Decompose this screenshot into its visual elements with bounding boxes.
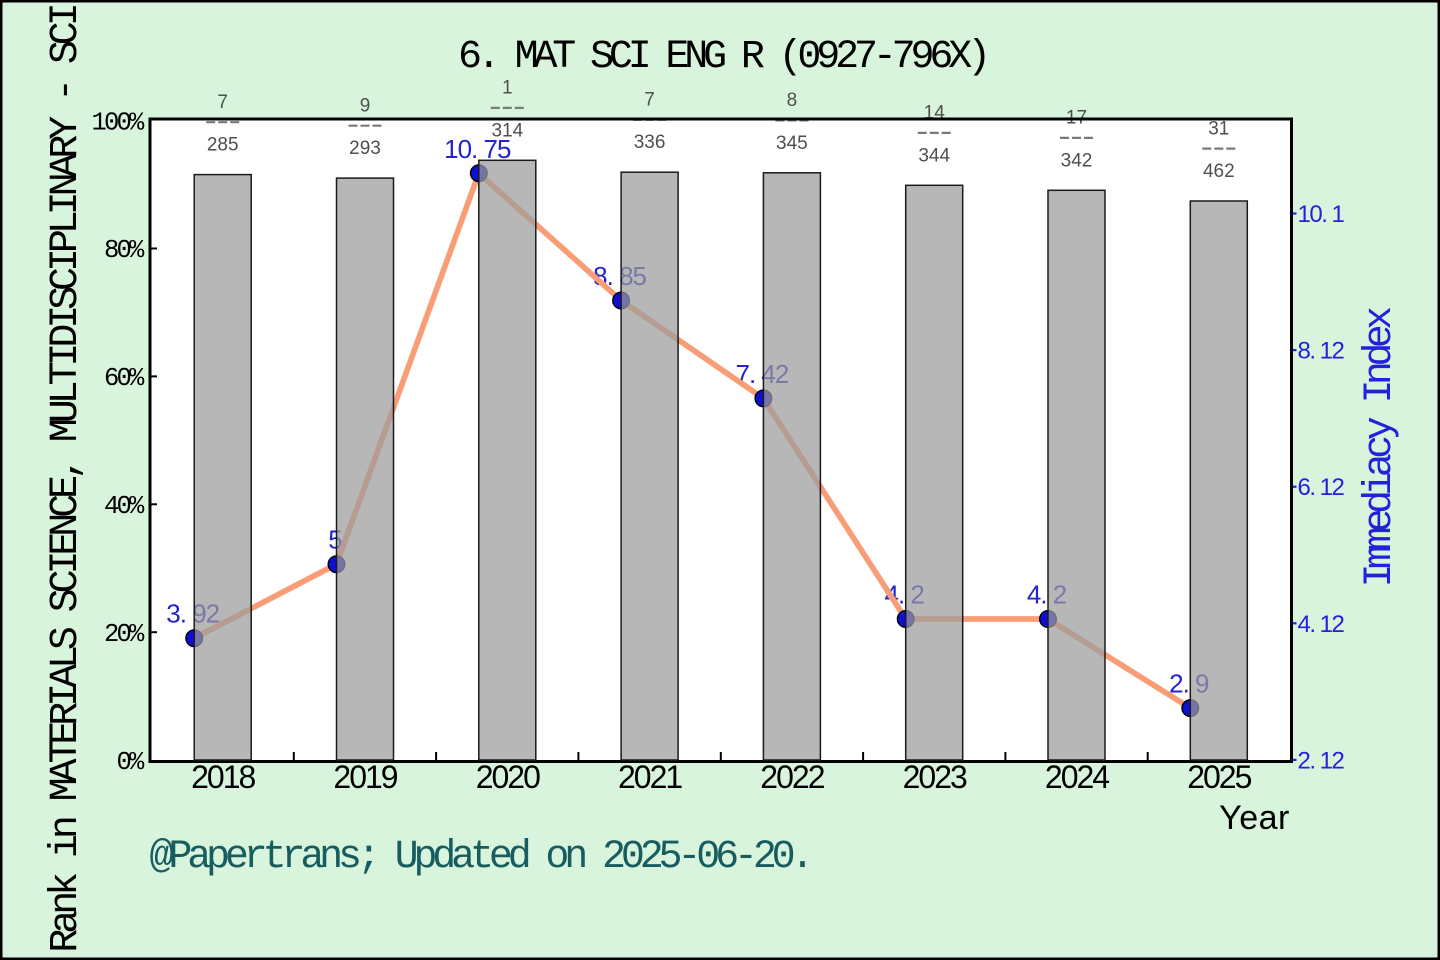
svg-text:2022: 2022 xyxy=(760,759,824,795)
svg-text:Year: Year xyxy=(1219,799,1290,837)
svg-text:8. 12: 8. 12 xyxy=(1298,338,1345,365)
svg-text:6. MAT SCI ENG R (0927-796X): 6. MAT SCI ENG R (0927-796X) xyxy=(458,35,986,80)
svg-text:2020: 2020 xyxy=(476,759,540,795)
svg-text:2. 12: 2. 12 xyxy=(1298,747,1345,774)
svg-text:345: 345 xyxy=(776,133,808,154)
svg-text:4. 12: 4. 12 xyxy=(1298,611,1345,638)
svg-text:6. 12: 6. 12 xyxy=(1298,474,1345,501)
svg-text:336: 336 xyxy=(634,132,666,153)
svg-text:285: 285 xyxy=(207,135,239,156)
svg-text:100%: 100% xyxy=(91,108,145,137)
svg-text:2023: 2023 xyxy=(903,759,967,795)
svg-text:293: 293 xyxy=(349,138,381,159)
svg-text:2024: 2024 xyxy=(1045,759,1109,795)
svg-text:0%: 0% xyxy=(116,748,145,777)
svg-text:31: 31 xyxy=(1208,118,1229,139)
svg-text:344: 344 xyxy=(918,145,950,166)
svg-text:2018: 2018 xyxy=(191,759,255,795)
svg-text:1: 1 xyxy=(502,78,513,99)
svg-text:9: 9 xyxy=(360,95,371,116)
svg-text:@Papertrans; Updated on 2025-0: @Papertrans; Updated on 2025-06-20. xyxy=(150,835,810,880)
svg-text:8: 8 xyxy=(787,90,798,111)
svg-text:7: 7 xyxy=(217,92,228,113)
svg-text:314: 314 xyxy=(491,120,523,141)
svg-text:2021: 2021 xyxy=(618,759,682,795)
svg-text:Rank in MATERIALS SCIENCE, MUL: Rank in MATERIALS SCIENCE, MULTIDISCIPLI… xyxy=(44,5,89,952)
svg-text:60%: 60% xyxy=(104,364,145,393)
svg-text:10. 75: 10. 75 xyxy=(444,134,511,164)
svg-text:7: 7 xyxy=(644,90,655,111)
svg-text:10. 1: 10. 1 xyxy=(1298,201,1345,228)
svg-text:20%: 20% xyxy=(104,620,145,649)
svg-text:462: 462 xyxy=(1203,161,1235,182)
svg-text:40%: 40% xyxy=(104,492,145,521)
svg-text:342: 342 xyxy=(1061,150,1093,171)
svg-text:2025: 2025 xyxy=(1187,759,1251,795)
svg-text:2019: 2019 xyxy=(333,759,397,795)
svg-text:80%: 80% xyxy=(104,236,145,265)
svg-text:Immediacy Index: Immediacy Index xyxy=(1358,307,1403,588)
